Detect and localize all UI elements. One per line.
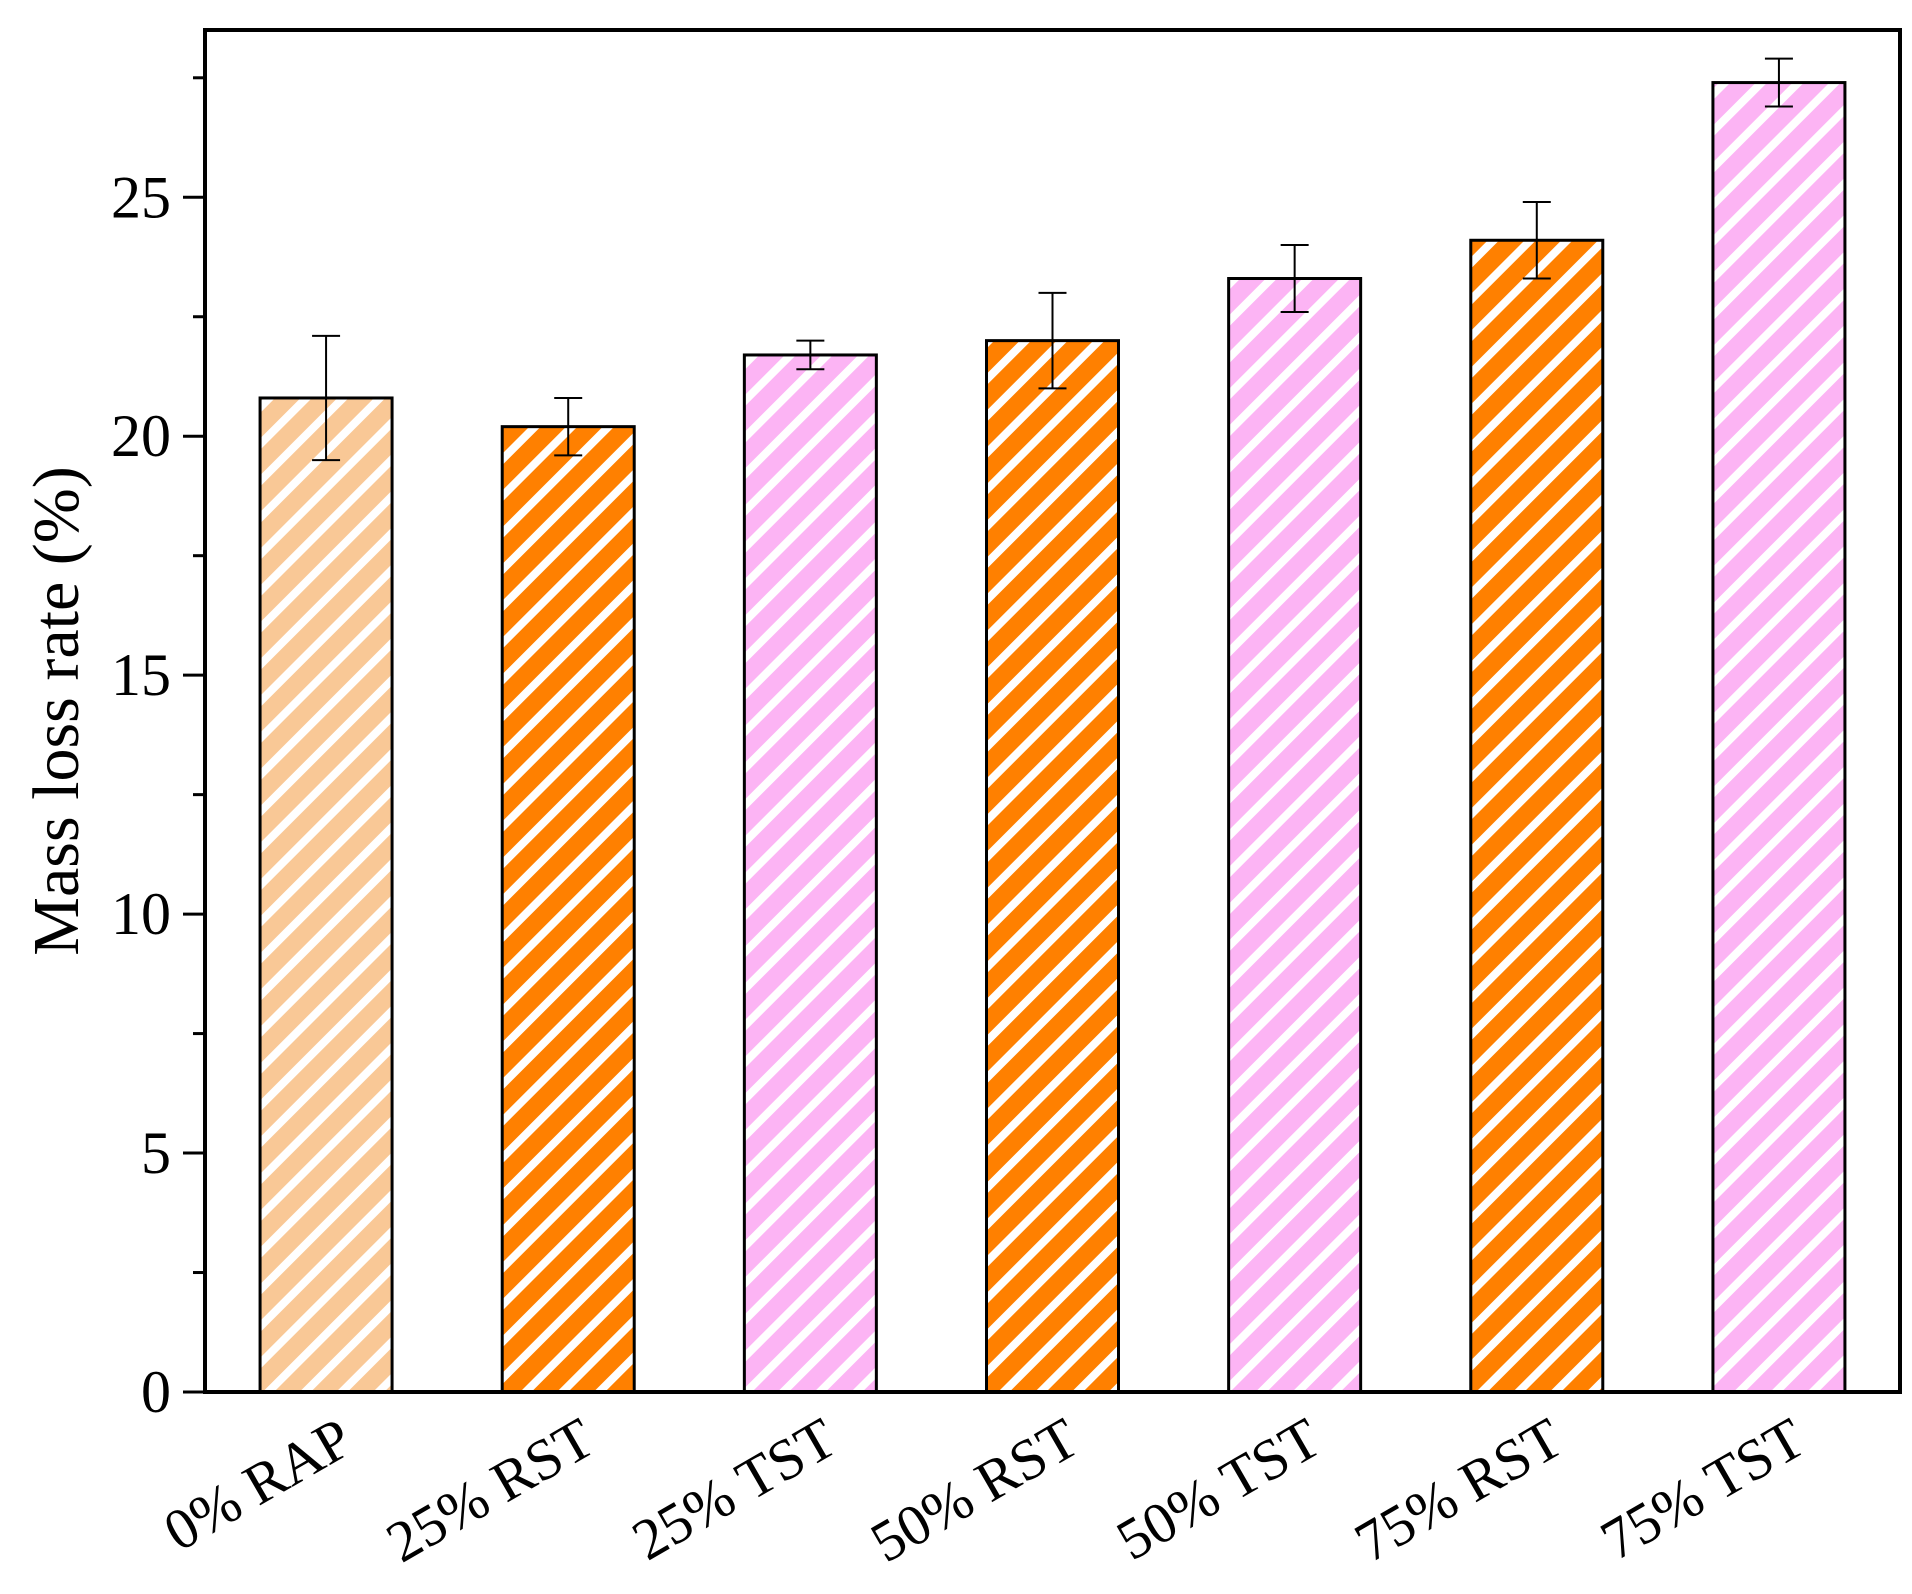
x-tick-label-4: 50% TST (1106, 1405, 1332, 1573)
y-tick-label-3: 15 (111, 642, 171, 708)
y-tick-label-5: 25 (111, 164, 171, 230)
bar-2 (742, 353, 878, 1394)
y-axis-label: Mass loss rate (%) (20, 466, 93, 955)
error-bar-1 (554, 396, 583, 457)
bars-layer (258, 81, 1847, 1394)
y-tick-label-2: 10 (111, 881, 171, 947)
bar-5 (1469, 238, 1605, 1394)
bar-4 (1227, 277, 1363, 1394)
error-bar-0 (312, 334, 341, 462)
error-bars-layer (312, 57, 1793, 462)
y-tick-label-0: 0 (141, 1359, 171, 1425)
bar-1 (500, 425, 636, 1394)
error-bar-3 (1038, 291, 1067, 390)
error-bar-6 (1764, 57, 1793, 108)
y-tick-label-4: 20 (111, 403, 171, 469)
plot-frame (203, 28, 1902, 1394)
bar-3 (985, 339, 1120, 1394)
x-tick-label-0: 0% RAP (153, 1405, 363, 1564)
error-bar-5 (1522, 201, 1551, 280)
error-bar-2 (796, 339, 825, 371)
x-tick-label-6: 75% TST (1590, 1405, 1816, 1573)
bar-6 (1711, 81, 1847, 1394)
x-tick-label-1: 25% RST (375, 1405, 604, 1575)
y-tick-label-1: 5 (141, 1120, 171, 1186)
x-tick-label-3: 50% RST (860, 1405, 1089, 1575)
x-tick-label-2: 25% TST (621, 1405, 847, 1573)
x-tick-label-5: 75% RST (1344, 1405, 1573, 1575)
error-bar-4 (1280, 244, 1309, 313)
bar-0 (258, 396, 394, 1394)
